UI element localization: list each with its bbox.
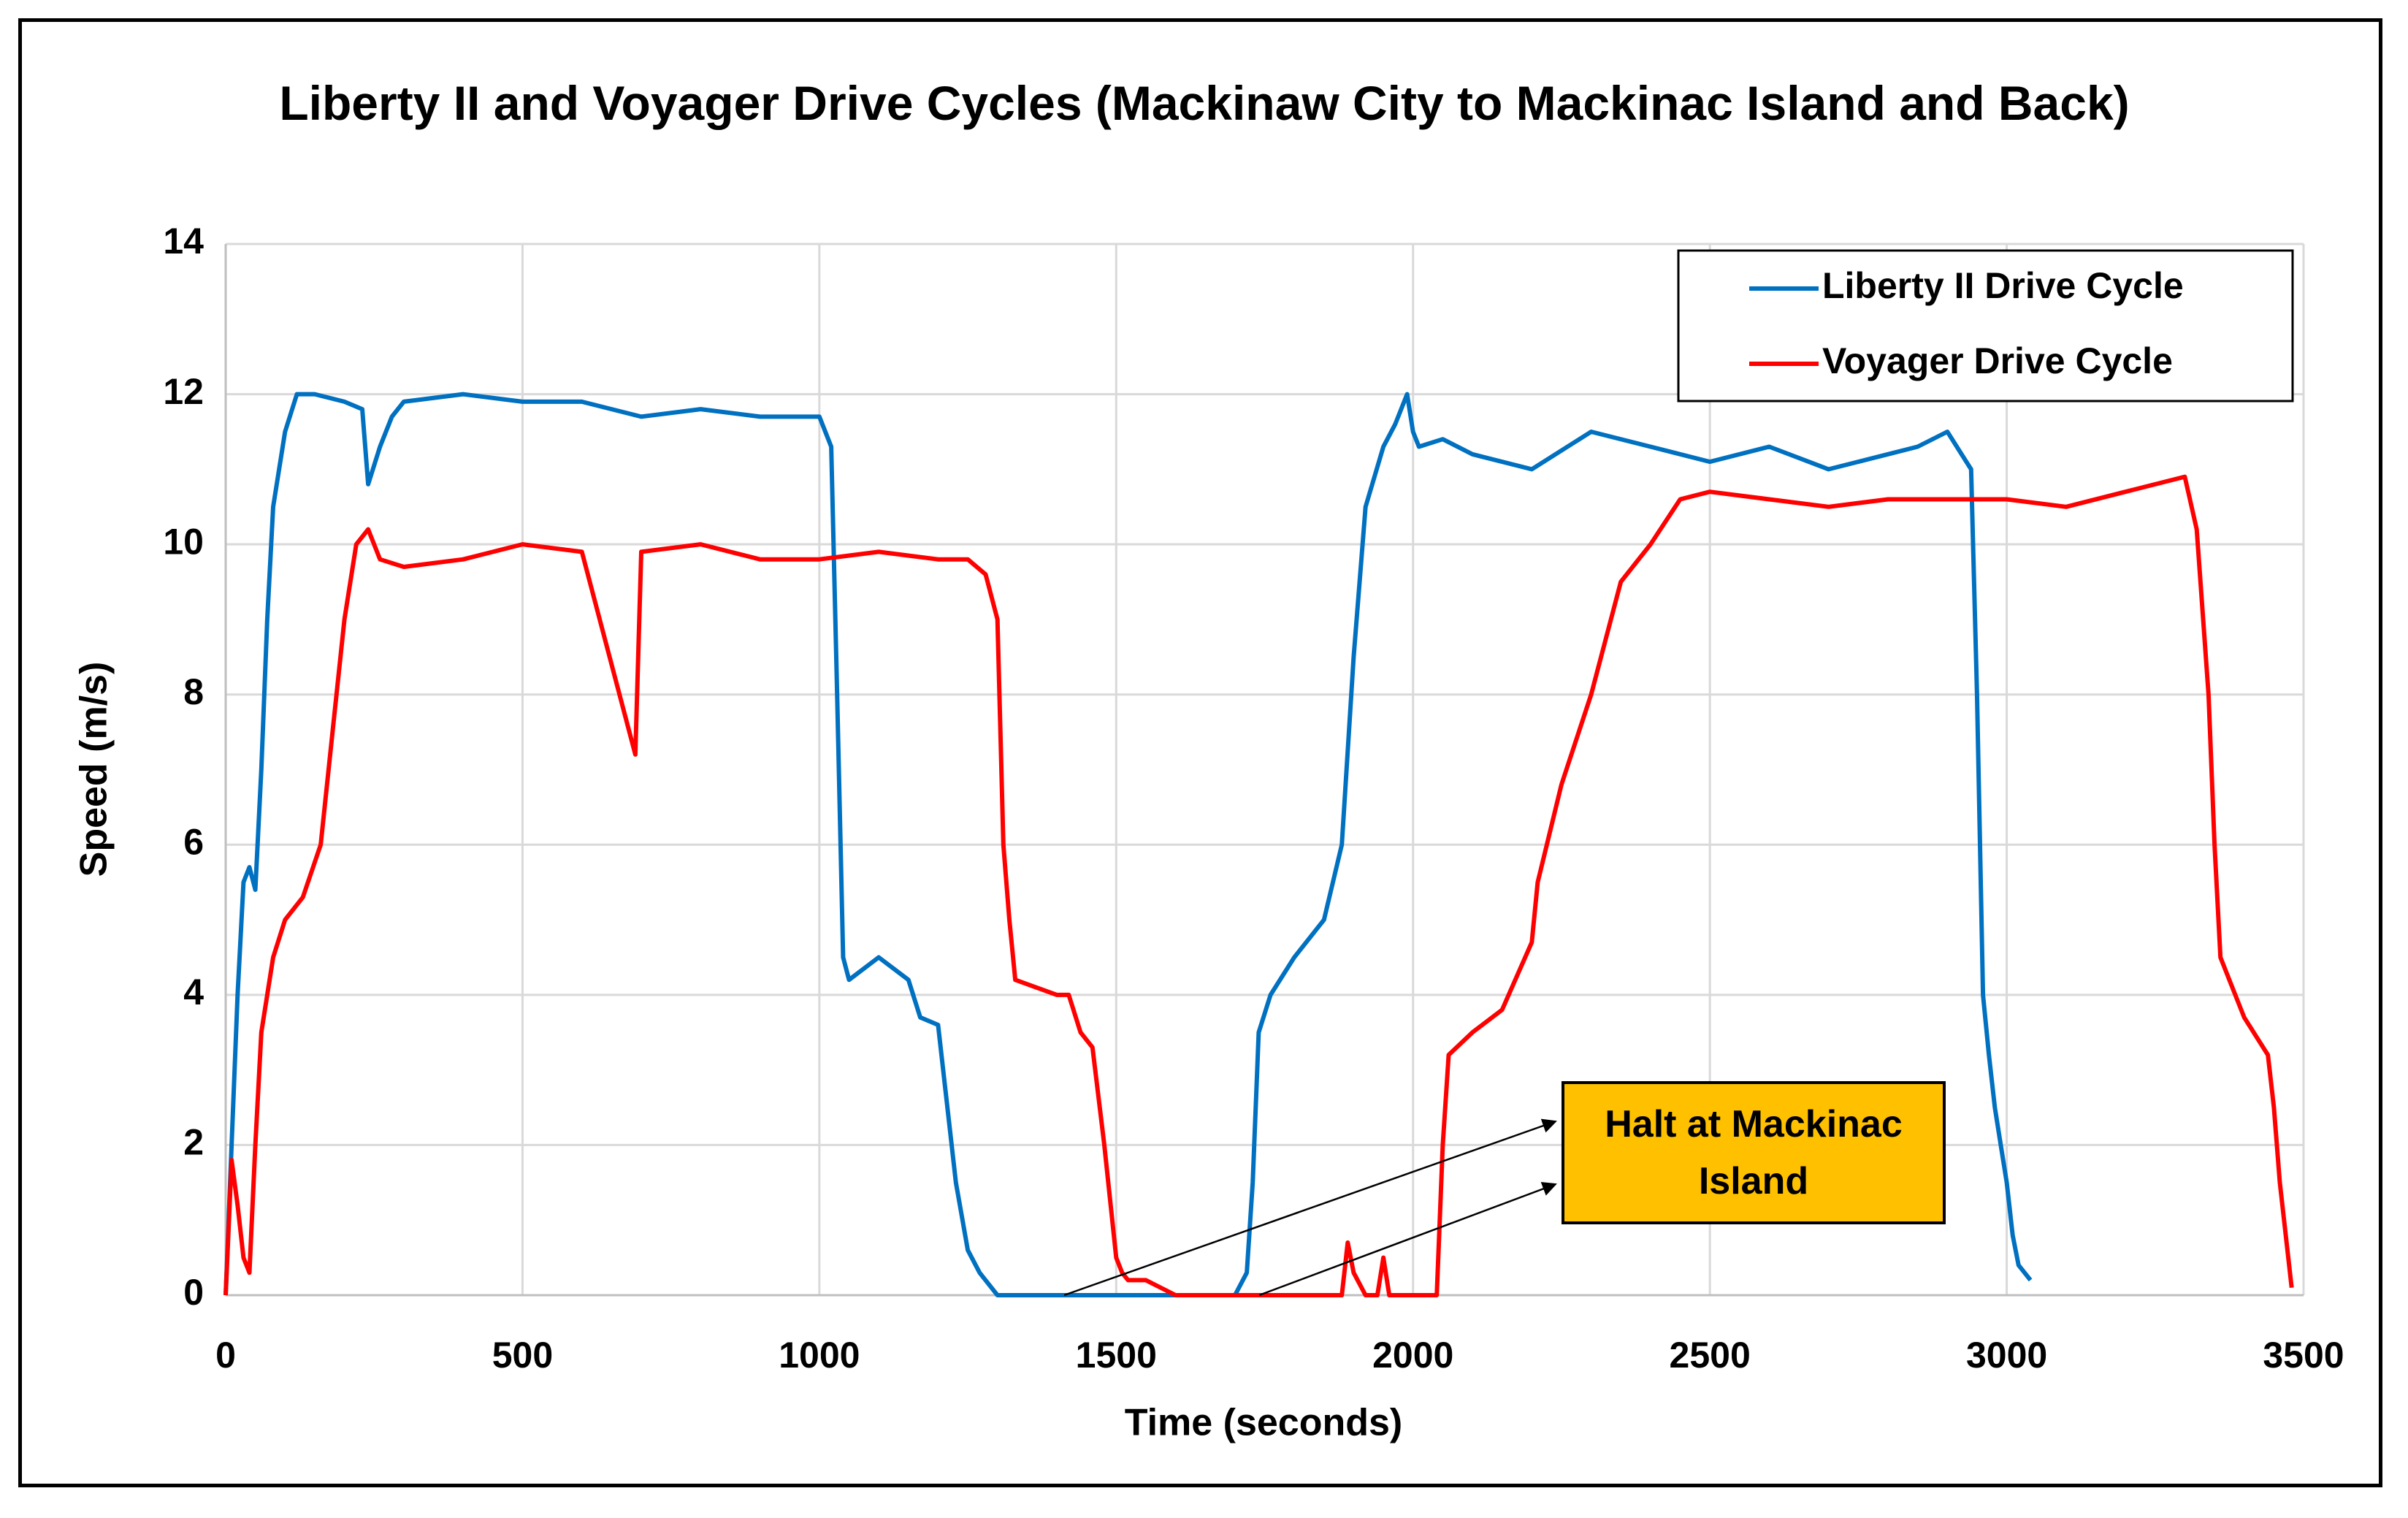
x-tick-label: 1500 — [1076, 1335, 1157, 1376]
legend-box — [1677, 249, 2294, 403]
x-tick-label: 2000 — [1372, 1335, 1453, 1376]
y-tick-label: 14 — [163, 221, 204, 262]
x-tick-label: 500 — [492, 1335, 553, 1376]
y-axis-label: Speed (m/s) — [73, 662, 115, 877]
x-tick-label: 3000 — [1966, 1335, 2047, 1376]
series-line — [223, 474, 2294, 1297]
legend-label: Voyager Drive Cycle — [1822, 340, 2173, 381]
y-tick-label: 4 — [183, 972, 204, 1012]
y-tick-label: 8 — [183, 671, 204, 712]
legend: Liberty II Drive Cycle Voyager Drive Cycl… — [1677, 249, 2294, 403]
series — [223, 392, 2294, 1297]
y-tick-label: 10 — [163, 521, 204, 562]
chart-title: Liberty II and Voyager Drive Cycles (Mac… — [279, 76, 2130, 130]
frame — [18, 18, 2382, 1487]
y-tick-label: 0 — [183, 1272, 204, 1313]
series-line — [223, 392, 2033, 1297]
y-tick-label: 12 — [163, 371, 204, 412]
y-tick-label: 2 — [183, 1122, 204, 1163]
annotation: Halt at Mackinac Island — [1562, 1081, 1946, 1224]
x-tick-label: 2500 — [1670, 1335, 1751, 1376]
x-tick-label: 1000 — [779, 1335, 860, 1376]
y-tick-label: 6 — [183, 821, 204, 862]
legend-label: Liberty II Drive Cycle — [1822, 265, 2184, 306]
grid: 0 2 4 6 8 10 12 14 0 500 1000 1500 2000 2500 3000 3500 — [163, 221, 2344, 1376]
x-axis-label: Time (seconds) — [1125, 1402, 1402, 1444]
annotation-arrow — [1258, 1181, 1557, 1297]
x-tick-label: 3500 — [2263, 1335, 2344, 1376]
annotation-arrow — [1063, 1118, 1557, 1297]
x-tick-label: 0 — [215, 1335, 236, 1376]
